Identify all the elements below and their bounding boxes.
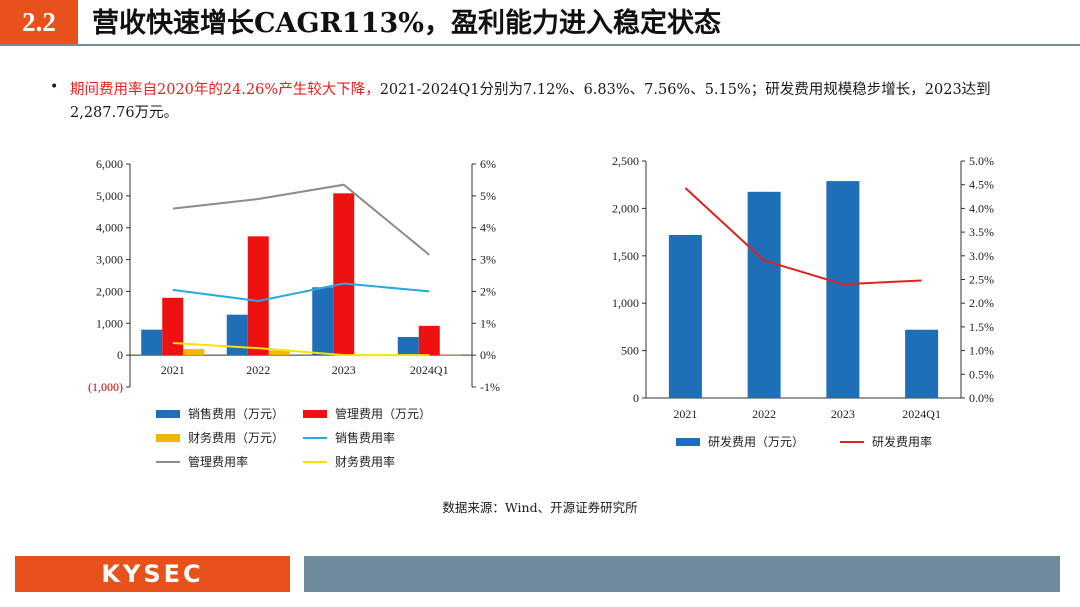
category-label: 2024Q1 [410, 363, 449, 377]
bullet-marker: • [50, 79, 59, 95]
bar-1 [141, 329, 163, 356]
bar-2 [333, 193, 355, 356]
left-tick-label: 2,000 [612, 201, 639, 215]
bar-2 [162, 297, 184, 356]
kysec-logo: KYSEC [15, 556, 290, 592]
left-tick-label: 2,000 [96, 284, 123, 298]
bar-1 [312, 287, 334, 356]
section-number: 2.2 [0, 0, 78, 44]
footer-bar [304, 556, 1060, 592]
bar-1 [668, 234, 702, 398]
right-tick-label: 2.0% [969, 296, 994, 310]
series-line-3 [172, 342, 430, 357]
bar-3 [268, 350, 290, 356]
left-tick-label: 1,000 [612, 296, 639, 310]
legend-swatch-bar [676, 438, 700, 446]
left-tick-label: 0 [117, 348, 123, 362]
bar-2 [247, 236, 269, 356]
summary-paragraph: 期间费用率自2020年的24.26%产生较大下降，2021-2024Q1分别为7… [70, 79, 1045, 125]
left-tick-label: 6,000 [96, 157, 123, 171]
bar-1 [397, 336, 419, 356]
right-tick-label: 3% [480, 253, 496, 267]
right-tick-label: 4% [480, 221, 496, 235]
bar-3 [183, 349, 205, 356]
legend-label: 研发费用率 [872, 434, 932, 449]
right-tick-label: 4.5% [969, 178, 994, 192]
right-tick-label: 1.0% [969, 344, 994, 358]
left-tick-label: 1,000 [96, 316, 123, 330]
expense-chart: 6,000 5,000 4,000 3,000 2,000 1,000 0 (1,000) 6%… [60, 145, 520, 475]
series-line-1 [172, 282, 430, 302]
bar-1 [747, 191, 781, 398]
category-label: 2022 [246, 363, 270, 377]
legend-label: 财务费用率 [335, 454, 395, 469]
data-source: 数据来源：Wind、开源证券研究所 [442, 500, 638, 515]
right-tick-label: 6% [480, 157, 496, 171]
right-tick-label: 0.5% [969, 367, 994, 381]
legend-label: 财务费用（万元） [188, 430, 284, 445]
summary-text: 2021-2024Q1分别为7.12%、6.83%、7.56%、5.15%；研发… [70, 82, 991, 121]
legend-swatch-bar [156, 410, 180, 418]
left-tick-label: 4,000 [96, 221, 123, 235]
rd-chart-svg: 2,500 2,000 1,500 1,000 500 0 5.0% 4.5% 4.0% 3.5%… [612, 154, 994, 449]
series-line-1 [684, 187, 922, 286]
expense-chart-svg: 6,000 5,000 4,000 3,000 2,000 1,000 0 (1,000) 6%… [88, 157, 500, 469]
header-divider [0, 44, 1080, 46]
bar-1 [826, 181, 860, 398]
left-tick-label: 5,000 [96, 189, 123, 203]
right-tick-label: 2% [480, 284, 496, 298]
rd-chart: 2,500 2,000 1,500 1,000 500 0 5.0% 4.5% 4.0% 3.5%… [580, 145, 1040, 475]
category-label: 2022 [752, 407, 776, 421]
legend-label: 管理费用率 [188, 454, 248, 469]
category-label: 2021 [161, 363, 185, 377]
bar-2 [418, 325, 440, 356]
right-tick-label: 5% [480, 189, 496, 203]
bar-1 [905, 329, 939, 398]
right-tick-label: -1% [480, 380, 500, 394]
left-tick-label: (1,000) [88, 380, 123, 394]
right-tick-label: 3.0% [969, 249, 994, 263]
category-label: 2021 [673, 407, 697, 421]
right-tick-label: 0% [480, 348, 496, 362]
legend-swatch-bar [303, 410, 327, 418]
right-tick-label: 5.0% [969, 154, 994, 168]
category-label: 2023 [831, 407, 855, 421]
left-tick-label: 500 [621, 344, 639, 358]
legend-label: 销售费用率 [335, 430, 395, 445]
left-tick-label: 0 [633, 391, 639, 405]
summary-highlight: 期间费用率自2020年的24.26%产生较大下降， [70, 82, 380, 98]
left-tick-label: 2,500 [612, 154, 639, 168]
legend-label: 销售费用（万元） [188, 406, 284, 421]
left-tick-label: 1,500 [612, 249, 639, 263]
category-label: 2023 [332, 363, 356, 377]
page-title: 营收快速增长CAGR113%，盈利能力进入稳定状态 [92, 8, 721, 39]
legend-swatch-bar [156, 434, 180, 442]
category-label: 2024Q1 [902, 407, 941, 421]
left-tick-label: 3,000 [96, 253, 123, 267]
series-line-2 [172, 183, 430, 256]
right-tick-label: 4.0% [969, 201, 994, 215]
right-tick-label: 1.5% [969, 320, 994, 334]
right-tick-label: 3.5% [969, 225, 994, 239]
right-tick-label: 1% [480, 316, 496, 330]
legend-label: 管理费用（万元） [335, 406, 431, 421]
legend-label: 研发费用（万元） [708, 434, 804, 449]
right-tick-label: 0.0% [969, 391, 994, 405]
bar-1 [226, 314, 248, 356]
right-tick-label: 2.5% [969, 273, 994, 287]
